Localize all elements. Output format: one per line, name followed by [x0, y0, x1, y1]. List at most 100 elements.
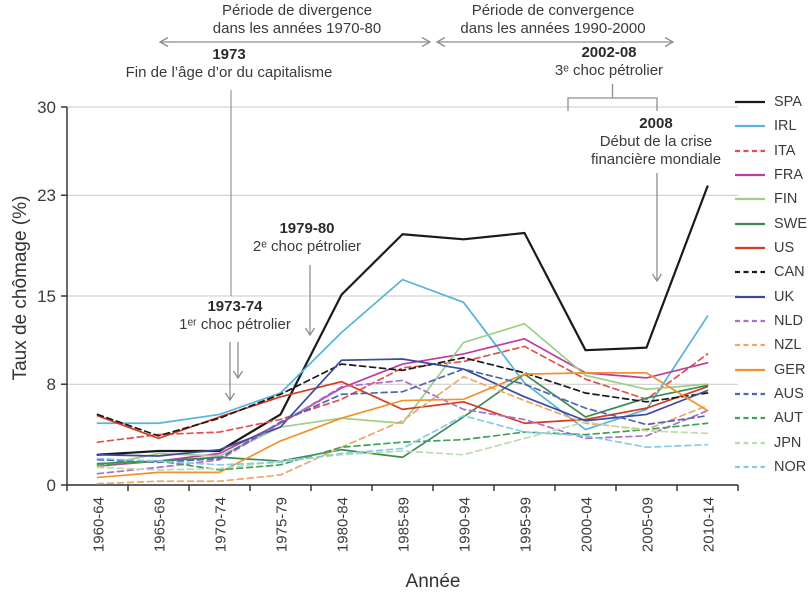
x-tick-label: 1985-89 — [396, 497, 413, 552]
legend-item-AUT: AUT — [734, 406, 807, 430]
x-tick-label: 1965-69 — [152, 497, 169, 552]
legend-line-sample-AUT — [735, 417, 765, 420]
x-tick-label: 1995-99 — [518, 497, 535, 552]
series-line-NOR — [96, 414, 709, 466]
annotation-convergence-period: Période de convergence dans les années 1… — [460, 2, 645, 38]
legend-line-sample-ITA — [735, 149, 765, 152]
legend-item-CAN: CAN — [734, 260, 807, 284]
legend-item-US: US — [734, 236, 807, 260]
legend-item-ITA: ITA — [734, 139, 807, 163]
legend-line-sample-SPA — [735, 101, 765, 104]
legend-line-sample-SWE — [735, 222, 765, 225]
annotation-title: 1973 — [212, 46, 246, 63]
legend-item-IRL: IRL — [734, 114, 807, 138]
series-line-AUT — [96, 422, 709, 471]
annotation-line: Début de la crise — [599, 133, 713, 150]
legend-line-sample-AUS — [735, 392, 765, 396]
x-axis-title: Année — [405, 571, 461, 592]
annotation-line: Période de convergence — [471, 2, 635, 19]
x-tick-label: 1970-74 — [213, 497, 230, 552]
annotation-line: financière mondiale — [590, 151, 722, 168]
annotation-1973: 1973 Fin de l’âge d’or du capitalisme — [126, 46, 333, 82]
y-axis-title: Taux de chômage (%) — [10, 195, 31, 381]
series-line-SWE — [96, 373, 709, 465]
legend-item-GER: GER — [734, 358, 807, 382]
y-tick-label: 0 — [47, 476, 56, 495]
legend-label: IRL — [774, 118, 797, 135]
y-tick-label: 30 — [37, 98, 56, 117]
legend-label: FIN — [774, 191, 798, 208]
legend-label: JPN — [774, 434, 802, 451]
x-tick-label: 2005-09 — [640, 497, 657, 552]
annotation-oil-shock-3: 2002-08 3ᵉ choc pétrolier — [555, 44, 663, 80]
legend-label: NOR — [774, 459, 807, 476]
legend-item-NLD: NLD — [734, 309, 807, 333]
legend-label: FRA — [774, 167, 803, 184]
arrowhead-left — [435, 36, 446, 48]
x-tick-label: 2000-04 — [579, 497, 596, 552]
bracket-2002-08 — [567, 84, 658, 111]
series-line-UK — [96, 358, 709, 457]
legend-line-sample-JPN — [735, 441, 765, 444]
legend-label: NZL — [774, 337, 802, 354]
arrowhead-down — [232, 370, 244, 380]
legend-line-sample-NLD — [735, 319, 765, 323]
series-line-NLD — [96, 379, 709, 475]
annotation-line: dans les années 1970-80 — [212, 20, 382, 37]
series-line-NZL — [96, 375, 709, 485]
series-line-CAN — [96, 356, 709, 437]
annotation-title: 2008 — [639, 115, 673, 132]
legend-label: SWE — [774, 215, 808, 232]
annotation-line: 3ᵉ choc pétrolier — [554, 62, 664, 79]
x-tick-label: 1980-84 — [335, 497, 352, 552]
series-line-ITA — [96, 345, 709, 444]
arrowhead-down — [224, 392, 236, 402]
x-tick-label: 2010-14 — [701, 497, 718, 552]
legend-label: ITA — [774, 142, 796, 159]
legend-line-sample-UK — [735, 295, 765, 298]
legend-item-SPA: SPA — [734, 90, 807, 114]
legend-label: NLD — [774, 313, 804, 330]
series-line-GER — [96, 372, 709, 479]
legend-line-sample-GER — [735, 368, 765, 371]
annotation-line: Fin de l’âge d’or du capitalisme — [125, 64, 333, 81]
annotation-oil-shock-2: 1979-80 2ᵉ choc pétrolier — [253, 220, 361, 256]
legend-item-SWE: SWE — [734, 212, 807, 236]
annotation-title: 1973-74 — [207, 298, 263, 315]
annotation-title: 2002-08 — [581, 44, 637, 61]
series-line-IRL — [96, 278, 709, 431]
legend-item-JPN: JPN — [734, 431, 807, 455]
y-tick-label: 8 — [47, 375, 56, 394]
arrowhead-down — [304, 327, 316, 337]
annotation-line: Période de divergence — [221, 2, 373, 19]
annotation-line: dans les années 1990-2000 — [460, 20, 646, 37]
legend-label: AUT — [774, 410, 803, 427]
legend-line-sample-NOR — [735, 465, 765, 469]
arrowhead-right — [664, 36, 675, 48]
x-tick-label: 1975-79 — [274, 497, 291, 552]
y-tick-label: 15 — [37, 287, 56, 306]
series-line-FIN — [96, 322, 709, 467]
x-tick-label: 1990-94 — [457, 497, 474, 552]
series-line-AUS — [96, 368, 709, 464]
legend-item-NZL: NZL — [734, 333, 807, 357]
legend-item-FIN: FIN — [734, 187, 807, 211]
annotation-oil-shock-1: 1973-74 1ᵉʳ choc pétrolier — [179, 298, 291, 334]
legend-line-sample-IRL — [735, 125, 765, 128]
annotation-title: 1979-80 — [279, 220, 335, 237]
legend-line-sample-FIN — [735, 198, 765, 201]
legend-label: UK — [774, 288, 795, 305]
y-tick-label: 23 — [37, 186, 56, 205]
legend-line-sample-CAN — [735, 271, 765, 274]
arrowhead-right — [421, 36, 432, 48]
legend-label: US — [774, 240, 795, 257]
series-line-JPN — [96, 421, 709, 471]
annotation-divergence-period: Période de divergence dans les années 19… — [213, 2, 381, 38]
legend-item-FRA: FRA — [734, 163, 807, 187]
legend-item-AUS: AUS — [734, 382, 807, 406]
legend-label: AUS — [774, 386, 804, 403]
legend-line-sample-NZL — [735, 344, 765, 347]
legend-label: GER — [774, 361, 806, 378]
